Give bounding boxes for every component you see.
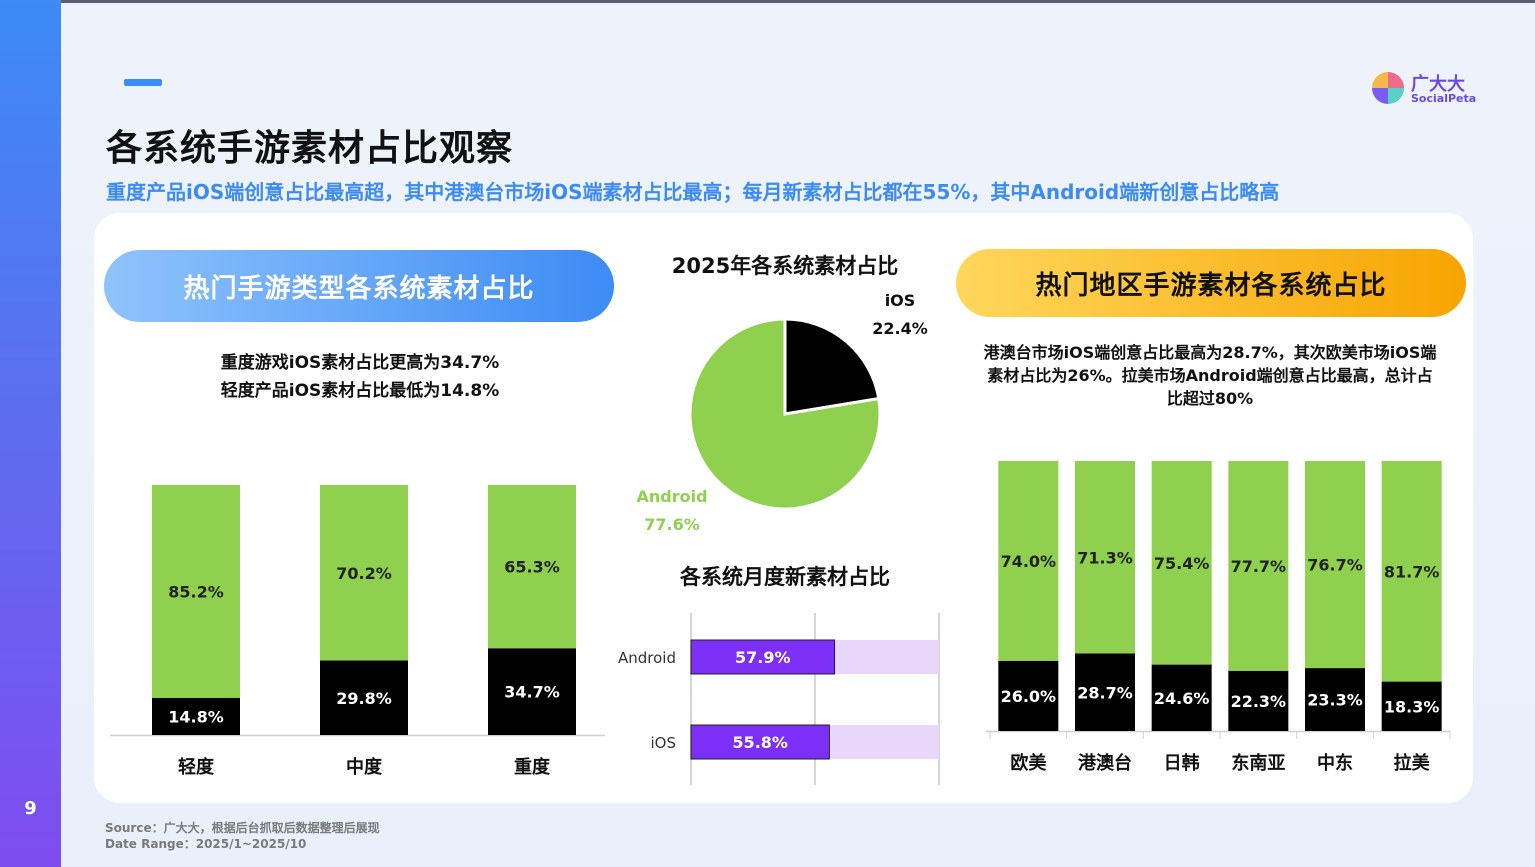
page-title: 各系统手游素材占比观察 bbox=[106, 128, 514, 169]
bar-segment-android bbox=[1228, 461, 1289, 671]
bar-label-ios: 26.0% bbox=[1001, 687, 1057, 706]
bar-segment-android bbox=[488, 485, 576, 649]
category-label: 日韩 bbox=[1164, 752, 1200, 774]
bar-ios bbox=[690, 724, 830, 760]
category-label: 东南亚 bbox=[1231, 752, 1285, 774]
category-label: 中东 bbox=[1317, 752, 1353, 774]
bar-android bbox=[690, 639, 836, 675]
bar-segment-android bbox=[1075, 461, 1135, 654]
bar-value-label: 55.8% bbox=[732, 733, 788, 752]
category-label: 中度 bbox=[346, 756, 383, 778]
title-accent-dash bbox=[124, 79, 162, 86]
bar-label-android: 81.7% bbox=[1384, 562, 1440, 581]
category-label: 拉美 bbox=[1394, 752, 1430, 774]
bar-label-ios: 14.8% bbox=[168, 708, 224, 727]
bar-label-ios: 18.3% bbox=[1384, 697, 1440, 716]
bar-segment-ios bbox=[1228, 670, 1289, 731]
left-panel-note: 重度游戏iOS素材占比更高为34.7% 轻度产品iOS素材占比最低为14.8% bbox=[150, 349, 570, 405]
bar-segment-ios bbox=[1381, 681, 1442, 731]
top-border bbox=[0, 0, 1535, 3]
bar-segment-android bbox=[998, 461, 1059, 661]
bar-label-ios: 29.8% bbox=[336, 689, 392, 708]
bar-segment-android bbox=[1381, 461, 1442, 682]
bar-label-android: 74.0% bbox=[1001, 552, 1057, 571]
bar-label-ios: 23.3% bbox=[1307, 691, 1363, 710]
genre-stacked-bar-chart: 14.8% 85.2% 轻度 29.8% 70.2% 中度 34.7% 65.3% 重度 bbox=[110, 485, 605, 778]
bar-segment-ios bbox=[1305, 668, 1365, 731]
right-panel-note: 港澳台市场iOS端创意占比最高为28.7%，其次欧美市场iOS端 素材占比为26… bbox=[960, 341, 1460, 410]
category-label: 港澳台 bbox=[1078, 752, 1132, 774]
logo-name: 广大大 bbox=[1411, 74, 1465, 95]
logo: 广大大 SocialPeta bbox=[1370, 70, 1480, 106]
pie-slice-ios bbox=[783, 317, 881, 416]
footer-date-range: Date Range：2025/1~2025/10 bbox=[105, 837, 307, 851]
bar-segment-android bbox=[1151, 461, 1212, 665]
bar-value-label: 57.9% bbox=[735, 648, 791, 667]
bar-label-android: 85.2% bbox=[168, 583, 224, 602]
logo-subname: SocialPeta bbox=[1411, 92, 1477, 105]
pie-slice-android bbox=[688, 317, 882, 511]
bar-segment-android bbox=[152, 485, 240, 698]
bar-label-android: 65.3% bbox=[504, 558, 560, 577]
right-note-line: 素材占比为26%。拉美市场Android端创意占比最高，总计占 bbox=[987, 366, 1433, 385]
bar-label-android: 75.4% bbox=[1154, 554, 1210, 573]
bar-segment-ios bbox=[1075, 653, 1135, 731]
pie-label-android-name: Android bbox=[636, 487, 707, 506]
bar-label-android: 77.7% bbox=[1231, 557, 1287, 576]
bar-segment-android bbox=[1305, 461, 1365, 669]
bar-segment-ios bbox=[1151, 664, 1212, 731]
os-share-pie-chart: iOS 22.4% Android 77.6% bbox=[636, 291, 928, 534]
monthly-bar-chart-title: 各系统月度新素材占比 bbox=[680, 565, 890, 589]
bar-label-android: 71.3% bbox=[1077, 548, 1133, 567]
right-panel-heading: 热门地区手游素材各系统占比 bbox=[956, 249, 1466, 317]
bar-label-android: 76.7% bbox=[1307, 556, 1363, 575]
page-subtitle: 重度产品iOS端创意占比最高超，其中港澳台市场iOS端素材占比最高；每月新素材占… bbox=[106, 180, 1280, 204]
category-label: 重度 bbox=[514, 756, 551, 778]
category-label: Android bbox=[618, 649, 676, 667]
logo-mark-icon bbox=[1372, 72, 1404, 104]
bar-segment-ios bbox=[488, 648, 576, 735]
right-note-line: 港澳台市场iOS端创意占比最高为28.7%，其次欧美市场iOS端 bbox=[983, 343, 1437, 362]
right-note-line: 比超过80% bbox=[1166, 389, 1254, 408]
footer: Source：广大大，根据后台抓取后数据整理后展现 Date Range：202… bbox=[105, 820, 380, 852]
bar-label-ios: 22.3% bbox=[1231, 692, 1287, 711]
bar-label-android: 70.2% bbox=[336, 564, 392, 583]
monthly-new-creative-bar-chart: 57.9% Android 55.8% iOS bbox=[618, 613, 940, 785]
bar-segment-ios bbox=[998, 660, 1059, 731]
category-label: 欧美 bbox=[1010, 752, 1046, 774]
pie-label-ios-name: iOS bbox=[885, 291, 916, 310]
bar-segment-ios bbox=[152, 698, 240, 735]
bar-label-ios: 24.6% bbox=[1154, 689, 1210, 708]
page-number: 9 bbox=[24, 798, 37, 819]
footer-source: Source：广大大，根据后台抓取后数据整理后展现 bbox=[105, 821, 380, 835]
left-accent-bar: 9 bbox=[0, 0, 61, 867]
bar-segment-ios bbox=[320, 660, 408, 735]
category-label: 轻度 bbox=[178, 756, 215, 778]
pie-label-ios-value: 22.4% bbox=[872, 319, 928, 338]
bar-label-ios: 34.7% bbox=[504, 683, 560, 702]
left-note-line: 重度游戏iOS素材占比更高为34.7% bbox=[220, 353, 500, 373]
bar-label-ios: 28.7% bbox=[1077, 683, 1133, 702]
pie-label-android-value: 77.6% bbox=[644, 515, 700, 534]
left-note-line: 轻度产品iOS素材占比最低为14.8% bbox=[220, 381, 500, 401]
region-stacked-bar-chart: 26.0% 74.0% 欧美 28.7% 71.3% 港澳台 24.6% 75.4% 日韩 22.… bbox=[986, 461, 1451, 774]
pie-chart-title: 2025年各系统素材占比 bbox=[671, 254, 899, 278]
left-panel-heading: 热门手游类型各系统素材占比 bbox=[104, 250, 614, 322]
bar-segment-android bbox=[320, 485, 408, 661]
category-label: iOS bbox=[651, 734, 677, 752]
